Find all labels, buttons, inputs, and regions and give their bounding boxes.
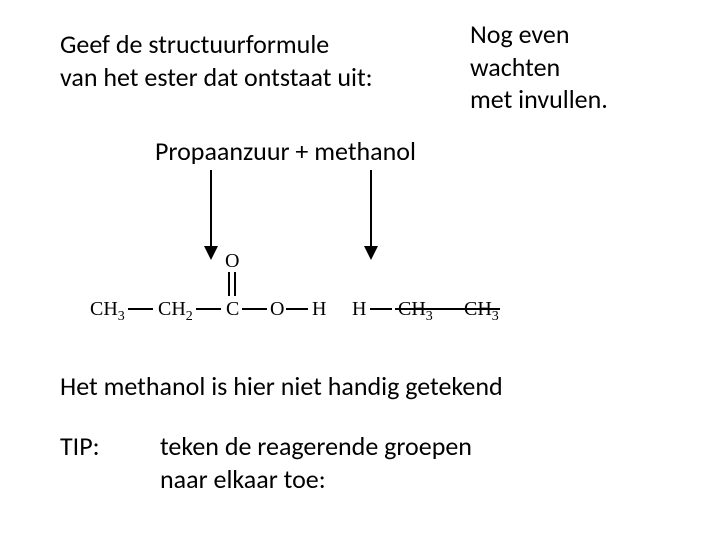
chem-ch3-m2: CH3 (464, 298, 499, 325)
tip-text: teken de reagerende groepen naar elkaar … (160, 430, 472, 495)
chem-ch2: CH2 (158, 298, 193, 325)
chem-ch3-m1: CH3 (398, 298, 433, 325)
heading-right-line1: Nog even (470, 18, 608, 51)
tip-label: TIP: (60, 430, 100, 462)
reaction-title: Propaanzuur + methanol (155, 135, 416, 167)
heading-right: Nog even wachten met invullen. (470, 18, 608, 116)
caption: Het methanol is hier niet handig geteken… (60, 370, 503, 402)
tip-line2: naar elkaar toe: (160, 463, 472, 496)
chem-h-methanol: H (352, 298, 366, 321)
heading-right-line3: met invullen. (470, 83, 608, 116)
heading-left: Geef de structuurformule van het ester d… (60, 28, 373, 93)
bond-icon (286, 308, 308, 310)
arrow-left-icon (200, 170, 222, 260)
chem-h-oh: H (312, 298, 326, 321)
double-bond-icon (226, 272, 238, 296)
tip-line1: teken de reagerende groepen (160, 430, 472, 463)
chem-ch3-1: CH3 (90, 298, 125, 325)
arrow-right-icon (360, 170, 382, 260)
heading-right-line2: wachten (470, 51, 608, 84)
bond-icon (128, 308, 153, 310)
heading-left-line1: Geef de structuurformule (60, 28, 373, 61)
bond-icon (242, 308, 267, 310)
bond-icon (196, 308, 221, 310)
chem-o-mid: O (270, 298, 284, 321)
chem-c: C (226, 298, 239, 321)
strikethrough-icon (395, 308, 500, 310)
chem-o-top: O (225, 250, 239, 273)
bond-icon (370, 308, 392, 310)
heading-left-line2: van het ester dat ontstaat uit: (60, 61, 373, 94)
slide: Geef de structuurformule van het ester d… (0, 0, 720, 540)
